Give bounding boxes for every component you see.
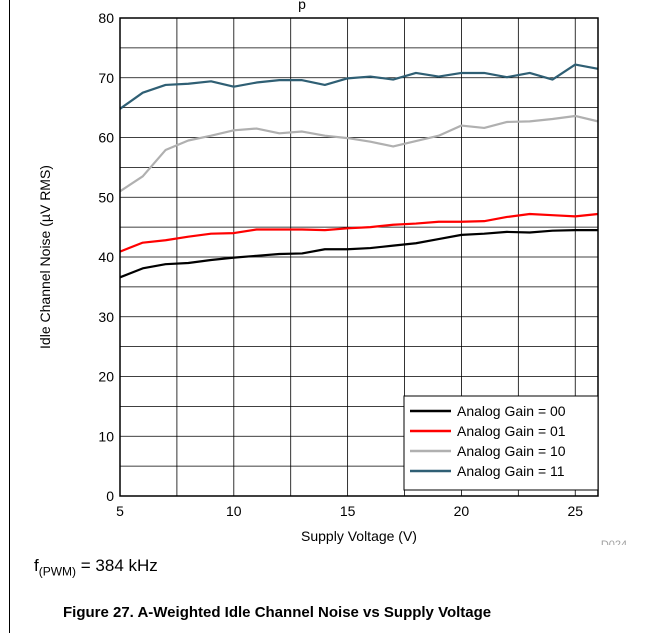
y-tick-label: 30 (98, 309, 114, 325)
y-tick-label: 10 (98, 428, 114, 444)
series-lines (119, 63, 599, 279)
condition-value: = 384 kHz (76, 556, 158, 575)
legend-label: Analog Gain = 10 (457, 443, 566, 459)
line-chart: p 5 10 15 20 25 0 10 20 30 40 50 60 70 80 Supply Vol… (37, 0, 627, 545)
y-tick-labels: 0 10 20 30 40 50 60 70 80 (98, 10, 114, 504)
legend: Analog Gain = 00 Analog Gain = 01 Analog G… (403, 395, 599, 491)
condition-prefix: f (34, 556, 39, 575)
chart-title-fragment: p (298, 0, 306, 12)
source-id: D024 (601, 539, 627, 545)
series-line (119, 63, 599, 110)
page-frame-left-border (9, 0, 10, 633)
test-condition: f(PWM) = 384 kHz (34, 556, 158, 578)
series-line (119, 212, 599, 253)
series-line (119, 229, 598, 279)
y-tick-label: 50 (98, 189, 114, 205)
series-line (119, 114, 599, 193)
y-tick-label: 0 (106, 488, 114, 504)
x-tick-label: 5 (116, 503, 124, 519)
condition-subscript: (PWM) (38, 564, 77, 579)
legend-label: Analog Gain = 01 (457, 423, 566, 439)
x-tick-label: 15 (340, 503, 356, 519)
x-tick-labels: 5 10 15 20 25 (116, 503, 583, 519)
x-tick-label: 10 (226, 503, 242, 519)
legend-label: Analog Gain = 00 (457, 403, 566, 419)
legend-label: Analog Gain = 11 (457, 463, 565, 479)
x-axis-title: Supply Voltage (V) (301, 528, 417, 544)
figure-caption: Figure 27. A-Weighted Idle Channel Noise… (63, 604, 492, 621)
x-tick-label: 25 (567, 503, 583, 519)
y-tick-label: 20 (98, 369, 114, 385)
x-tick-label: 20 (454, 503, 470, 519)
y-tick-label: 60 (98, 130, 114, 146)
y-tick-label: 80 (98, 10, 114, 26)
plot-area-border (119, 17, 599, 497)
y-tick-label: 40 (98, 249, 114, 265)
y-tick-label: 70 (98, 70, 114, 86)
y-axis-title: Idle Channel Noise (µV RMS) (37, 165, 53, 349)
